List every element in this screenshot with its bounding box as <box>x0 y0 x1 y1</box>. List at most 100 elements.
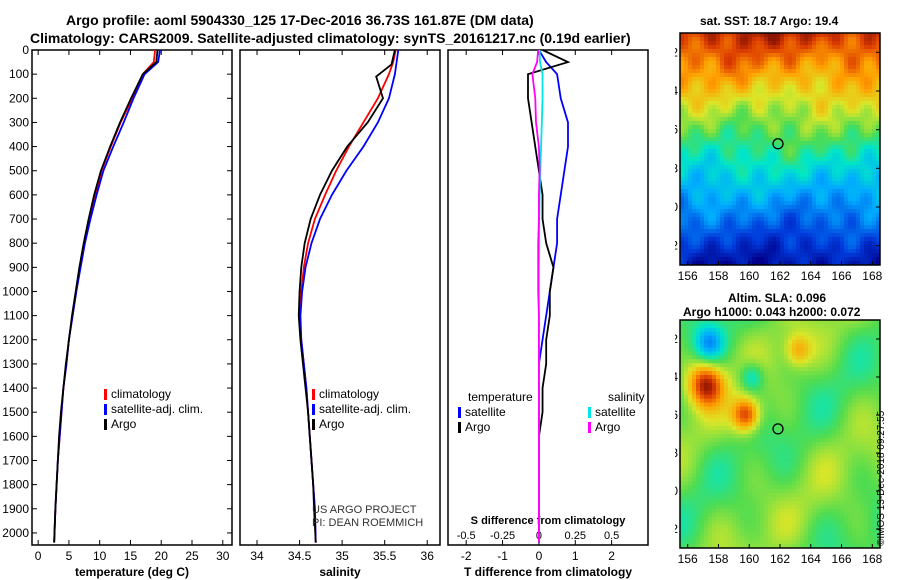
map-cell <box>736 540 741 545</box>
map-cell <box>708 386 713 392</box>
map-cell <box>800 386 805 392</box>
map-cell <box>820 81 825 86</box>
map-cell <box>764 153 769 158</box>
map-cell <box>836 45 841 50</box>
map-cell <box>704 426 709 431</box>
map-cell <box>720 528 725 533</box>
map-cell <box>776 245 781 250</box>
map-cell <box>756 125 761 130</box>
map-cell <box>680 457 685 462</box>
map-cell <box>872 105 877 110</box>
map-cell <box>864 181 869 186</box>
map-cell <box>776 371 781 376</box>
map-cell <box>776 149 781 154</box>
map-cell <box>768 508 773 514</box>
map-cell <box>780 109 785 114</box>
map-cell <box>700 45 705 50</box>
map-cell <box>780 121 785 126</box>
map-cell <box>744 41 749 46</box>
map-cell <box>704 335 709 341</box>
map-cell <box>776 461 781 466</box>
map-cell <box>696 37 701 42</box>
map-cell <box>744 434 749 439</box>
map-cell <box>856 117 861 122</box>
map-cell <box>724 85 729 90</box>
map-cell <box>728 327 733 333</box>
map-cell <box>744 375 749 380</box>
map-cell <box>788 378 793 384</box>
map-cell <box>692 540 697 545</box>
map-cell <box>680 45 685 50</box>
map-cell <box>816 165 821 170</box>
map-cell <box>680 249 685 254</box>
map-cell <box>800 485 805 490</box>
map-cell <box>868 137 873 142</box>
map-cell <box>740 81 745 86</box>
map-cell <box>724 540 729 545</box>
map-cell <box>780 89 785 94</box>
map-cell <box>680 261 685 266</box>
map-cell <box>748 343 753 348</box>
map-cell <box>744 540 749 545</box>
map-cell <box>816 77 821 82</box>
map-cell <box>800 253 805 258</box>
map-cell <box>708 536 713 541</box>
map-cell <box>764 351 769 356</box>
map-cell <box>784 153 789 158</box>
map-cell <box>772 449 777 455</box>
map-cell <box>760 201 765 206</box>
map-cell <box>704 105 709 110</box>
map-cell <box>860 69 865 74</box>
map-cell <box>804 173 809 178</box>
map-cell <box>852 173 857 178</box>
map-cell <box>716 481 721 486</box>
map-cell <box>720 481 725 486</box>
map-cell <box>772 386 777 392</box>
map-cell <box>756 73 761 78</box>
map-cell <box>784 516 789 521</box>
map-cell <box>768 261 773 266</box>
map-cell <box>836 169 841 174</box>
map-cell <box>792 45 797 50</box>
map-cell <box>808 133 813 138</box>
legend-label: satellite-adj. clim. <box>319 402 411 416</box>
map-cell <box>760 540 765 545</box>
map-cell <box>804 465 809 470</box>
map-cell <box>876 121 881 126</box>
map-cell <box>872 189 877 194</box>
map-cell <box>696 113 701 118</box>
map-cell <box>848 153 853 158</box>
map-cell <box>804 229 809 234</box>
map-cell <box>864 121 869 126</box>
map-cell <box>760 117 765 122</box>
map-cell <box>704 457 709 462</box>
map-cell <box>824 233 829 238</box>
map-cell <box>768 121 773 126</box>
map-cell <box>808 261 813 266</box>
map-cell <box>868 205 873 210</box>
map-cell <box>804 500 809 506</box>
map-cell <box>776 544 781 549</box>
map-cell <box>844 249 849 254</box>
map-cell <box>864 85 869 90</box>
map-cell <box>760 371 765 376</box>
map-cell <box>776 394 781 400</box>
map-cell <box>708 335 713 341</box>
map-cell <box>876 161 881 166</box>
map-cell <box>744 394 749 400</box>
map-cell <box>792 414 797 419</box>
map-cell <box>816 41 821 46</box>
map-cell <box>788 504 793 510</box>
map-cell <box>792 485 797 490</box>
map-cell <box>680 129 685 134</box>
map-cell <box>712 489 717 494</box>
map-cell <box>696 323 701 329</box>
map-cell <box>804 492 809 498</box>
map-cell <box>704 481 709 486</box>
map-cell <box>792 205 797 210</box>
map-cell <box>852 221 857 226</box>
map-cell <box>692 465 697 470</box>
map-cell <box>696 418 701 423</box>
map-cell <box>788 225 793 230</box>
salinity-panel: 34 34.5 35 35.5 36salinityclimatologysatelli… <box>239 49 441 579</box>
